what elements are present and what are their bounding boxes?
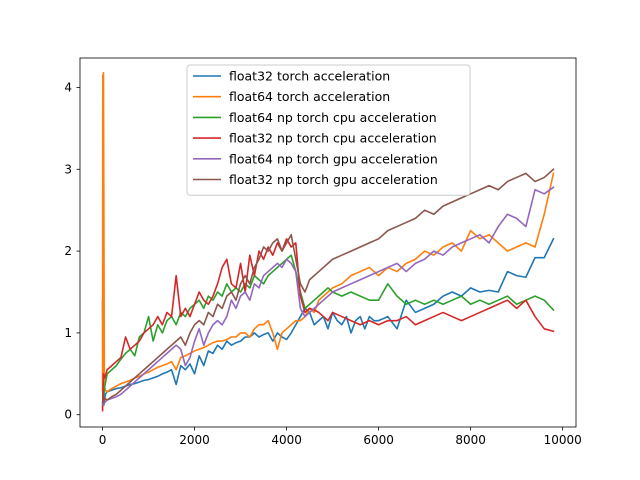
x-tick-label: 0: [99, 433, 107, 447]
legend-label: float64 np torch gpu acceleration: [229, 151, 438, 166]
y-tick-label: 4: [64, 80, 72, 94]
series-line-4: [101, 238, 555, 412]
legend-label: float64 np torch cpu acceleration: [229, 110, 437, 125]
series-line-6: [101, 168, 555, 404]
series-lines: [101, 71, 555, 412]
y-tick-label: 0: [64, 408, 72, 422]
legend-label: float32 np torch gpu acceleration: [229, 172, 438, 187]
legend-box: [186, 64, 471, 196]
x-tick-label: 8000: [455, 433, 486, 447]
x-tick-label: 6000: [363, 433, 394, 447]
axes-frame: [79, 57, 577, 428]
y-tick-label: 1: [64, 326, 72, 340]
x-tick-label: 4000: [271, 433, 302, 447]
legend: float32 torch acceleration float64 torch …: [186, 64, 471, 196]
series-line-1: [101, 237, 555, 406]
x-tick-label: 10000: [544, 433, 582, 447]
x-tick-label: 2000: [179, 433, 210, 447]
legend-label: float64 torch acceleration: [229, 89, 390, 104]
series-line-3: [101, 254, 555, 408]
y-tick-label: 2: [64, 244, 72, 258]
legend-label: float32 np torch cpu acceleration: [229, 131, 437, 146]
series-line-2: [101, 71, 555, 393]
series-line-5: [101, 186, 555, 407]
plot-area: 0 2000 4000 6000 8000 10000 0 1 2 3 4 float32 torch…: [64, 57, 582, 447]
y-tick-label: 3: [64, 162, 72, 176]
legend-label: float32 torch acceleration: [229, 69, 390, 84]
